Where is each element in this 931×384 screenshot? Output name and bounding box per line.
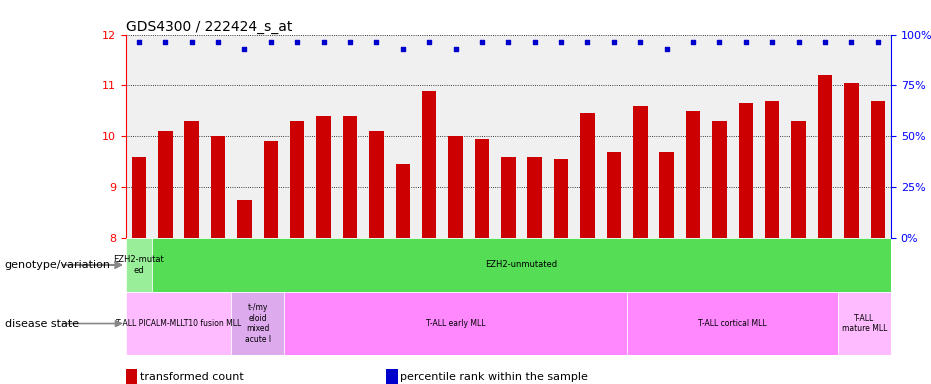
- Point: [237, 46, 252, 52]
- Point: [817, 39, 832, 45]
- Bar: [210, 136, 225, 238]
- Point: [422, 39, 437, 45]
- Point: [184, 39, 199, 45]
- Point: [633, 39, 648, 45]
- Bar: [870, 101, 885, 238]
- Bar: [369, 131, 384, 238]
- Text: disease state: disease state: [5, 318, 79, 329]
- Bar: [765, 101, 779, 238]
- Bar: [838, 292, 891, 355]
- Point: [527, 39, 542, 45]
- Point: [317, 39, 331, 45]
- Point: [791, 39, 806, 45]
- Bar: [263, 141, 278, 238]
- Point: [659, 46, 674, 52]
- Bar: [738, 103, 753, 238]
- Bar: [580, 113, 595, 238]
- Point: [843, 39, 858, 45]
- Bar: [284, 292, 627, 355]
- Bar: [422, 91, 437, 238]
- Bar: [237, 200, 251, 238]
- Point: [448, 46, 463, 52]
- Bar: [475, 139, 489, 238]
- Bar: [659, 152, 674, 238]
- Point: [131, 39, 146, 45]
- Point: [554, 39, 569, 45]
- Point: [210, 39, 225, 45]
- Bar: [817, 75, 832, 238]
- Text: T-ALL PICALM-MLLT10 fusion MLL: T-ALL PICALM-MLLT10 fusion MLL: [115, 319, 241, 328]
- Text: percentile rank within the sample: percentile rank within the sample: [400, 372, 588, 382]
- Text: T-ALL cortical MLL: T-ALL cortical MLL: [698, 319, 767, 328]
- Bar: [528, 157, 542, 238]
- Bar: [131, 157, 146, 238]
- Point: [369, 39, 384, 45]
- Text: t-/my
eloid
mixed
acute l: t-/my eloid mixed acute l: [245, 303, 271, 344]
- Bar: [844, 83, 858, 238]
- Point: [396, 46, 411, 52]
- Bar: [343, 116, 358, 238]
- Bar: [449, 136, 463, 238]
- Bar: [158, 131, 172, 238]
- Text: EZH2-unmutated: EZH2-unmutated: [485, 260, 558, 270]
- Bar: [396, 164, 410, 238]
- Bar: [184, 121, 199, 238]
- Point: [290, 39, 304, 45]
- Point: [870, 39, 885, 45]
- Point: [263, 39, 278, 45]
- Bar: [290, 121, 304, 238]
- Bar: [126, 238, 152, 292]
- Point: [343, 39, 358, 45]
- Bar: [607, 152, 621, 238]
- Text: genotype/variation: genotype/variation: [5, 260, 111, 270]
- Point: [475, 39, 490, 45]
- Bar: [501, 157, 516, 238]
- Bar: [317, 116, 331, 238]
- Text: T-ALL
mature MLL: T-ALL mature MLL: [842, 314, 887, 333]
- Text: transformed count: transformed count: [140, 372, 243, 382]
- Point: [580, 39, 595, 45]
- Point: [764, 39, 779, 45]
- Point: [501, 39, 516, 45]
- Bar: [231, 292, 284, 355]
- Point: [738, 39, 753, 45]
- Point: [606, 39, 621, 45]
- Bar: [791, 121, 806, 238]
- Bar: [686, 111, 700, 238]
- Point: [685, 39, 700, 45]
- Bar: [554, 159, 568, 238]
- Text: GDS4300 / 222424_s_at: GDS4300 / 222424_s_at: [126, 20, 292, 33]
- Text: T-ALL early MLL: T-ALL early MLL: [425, 319, 485, 328]
- Bar: [712, 121, 727, 238]
- Text: EZH2-mutat
ed: EZH2-mutat ed: [114, 255, 164, 275]
- Bar: [633, 106, 648, 238]
- Bar: [126, 292, 231, 355]
- Point: [712, 39, 727, 45]
- Bar: [627, 292, 838, 355]
- Point: [158, 39, 173, 45]
